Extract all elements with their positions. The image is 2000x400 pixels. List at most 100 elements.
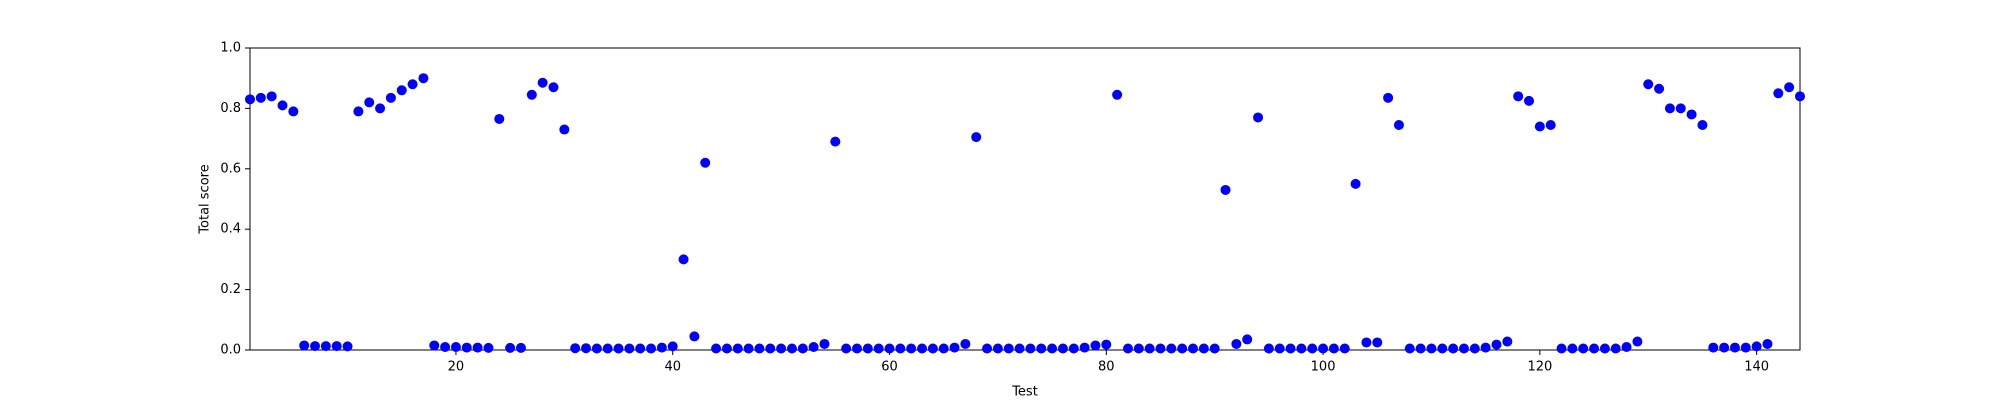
point [1361,337,1372,348]
point [450,341,461,352]
point [1610,343,1621,354]
point [1285,343,1296,354]
point [1545,120,1556,131]
point [1578,343,1589,354]
point [1664,103,1675,114]
point [602,343,613,354]
x-tick-label: 120 [1527,360,1552,375]
point [1567,343,1578,354]
point [1469,343,1480,354]
point [1729,342,1740,353]
point [1795,91,1805,102]
y-axis-label: Total score [198,164,213,234]
point [862,343,873,354]
point [461,342,472,353]
point [776,343,787,354]
point [537,77,548,88]
point [364,97,375,108]
x-tick-label: 80 [1098,360,1115,375]
point [1502,336,1513,347]
point [1274,343,1285,354]
point [1404,343,1415,354]
y-tick-label: 0.6 [220,161,241,176]
point [1198,343,1209,354]
point [1253,112,1264,123]
point [797,343,808,354]
point [1328,343,1339,354]
point [711,343,722,354]
point [385,92,396,103]
point [266,91,277,102]
point [440,341,451,352]
point [895,343,906,354]
point [526,89,537,100]
point [830,136,841,147]
point [841,343,852,354]
point [873,343,884,354]
point [1057,343,1068,354]
point [396,85,407,96]
point [1740,342,1751,353]
point [1166,343,1177,354]
point [591,343,602,354]
point [765,343,776,354]
point [1556,343,1567,354]
point [1101,339,1112,350]
point [1513,91,1524,102]
x-tick-label: 100 [1311,360,1336,375]
point [1350,178,1361,189]
point [494,113,505,124]
point [700,157,711,168]
point [245,94,255,105]
point [635,343,646,354]
y-tick-label: 1.0 [220,41,241,56]
point [960,338,971,349]
point [1068,343,1079,354]
point [754,343,765,354]
point [949,342,960,353]
point [255,92,266,103]
point [1393,120,1404,131]
point [1177,343,1188,354]
x-tick-label: 20 [448,360,465,375]
point [1751,341,1762,352]
point [559,124,570,135]
point [548,82,559,93]
point [1209,343,1220,354]
point [429,340,440,351]
point [1599,343,1610,354]
point [1036,343,1047,354]
point [646,343,657,354]
point [320,341,331,352]
point [1426,343,1437,354]
point [906,343,917,354]
point [884,343,895,354]
point [1296,343,1307,354]
point [732,343,743,354]
point [1708,342,1719,353]
point [1242,334,1253,345]
point [342,341,353,352]
point [1318,343,1329,354]
point [1589,343,1600,354]
point [1220,184,1231,195]
plot-frame [249,47,1801,351]
point [1231,338,1242,349]
point [743,343,754,354]
point [1263,343,1274,354]
point [288,106,299,117]
y-tick-label: 0.4 [220,222,241,237]
point [1534,121,1545,132]
point [1372,337,1383,348]
point [1686,109,1697,120]
point [992,343,1003,354]
point [1003,343,1014,354]
point [1762,338,1773,349]
point [1654,83,1665,94]
point [1025,343,1036,354]
point [505,342,516,353]
point [1437,343,1448,354]
point [1719,342,1730,353]
